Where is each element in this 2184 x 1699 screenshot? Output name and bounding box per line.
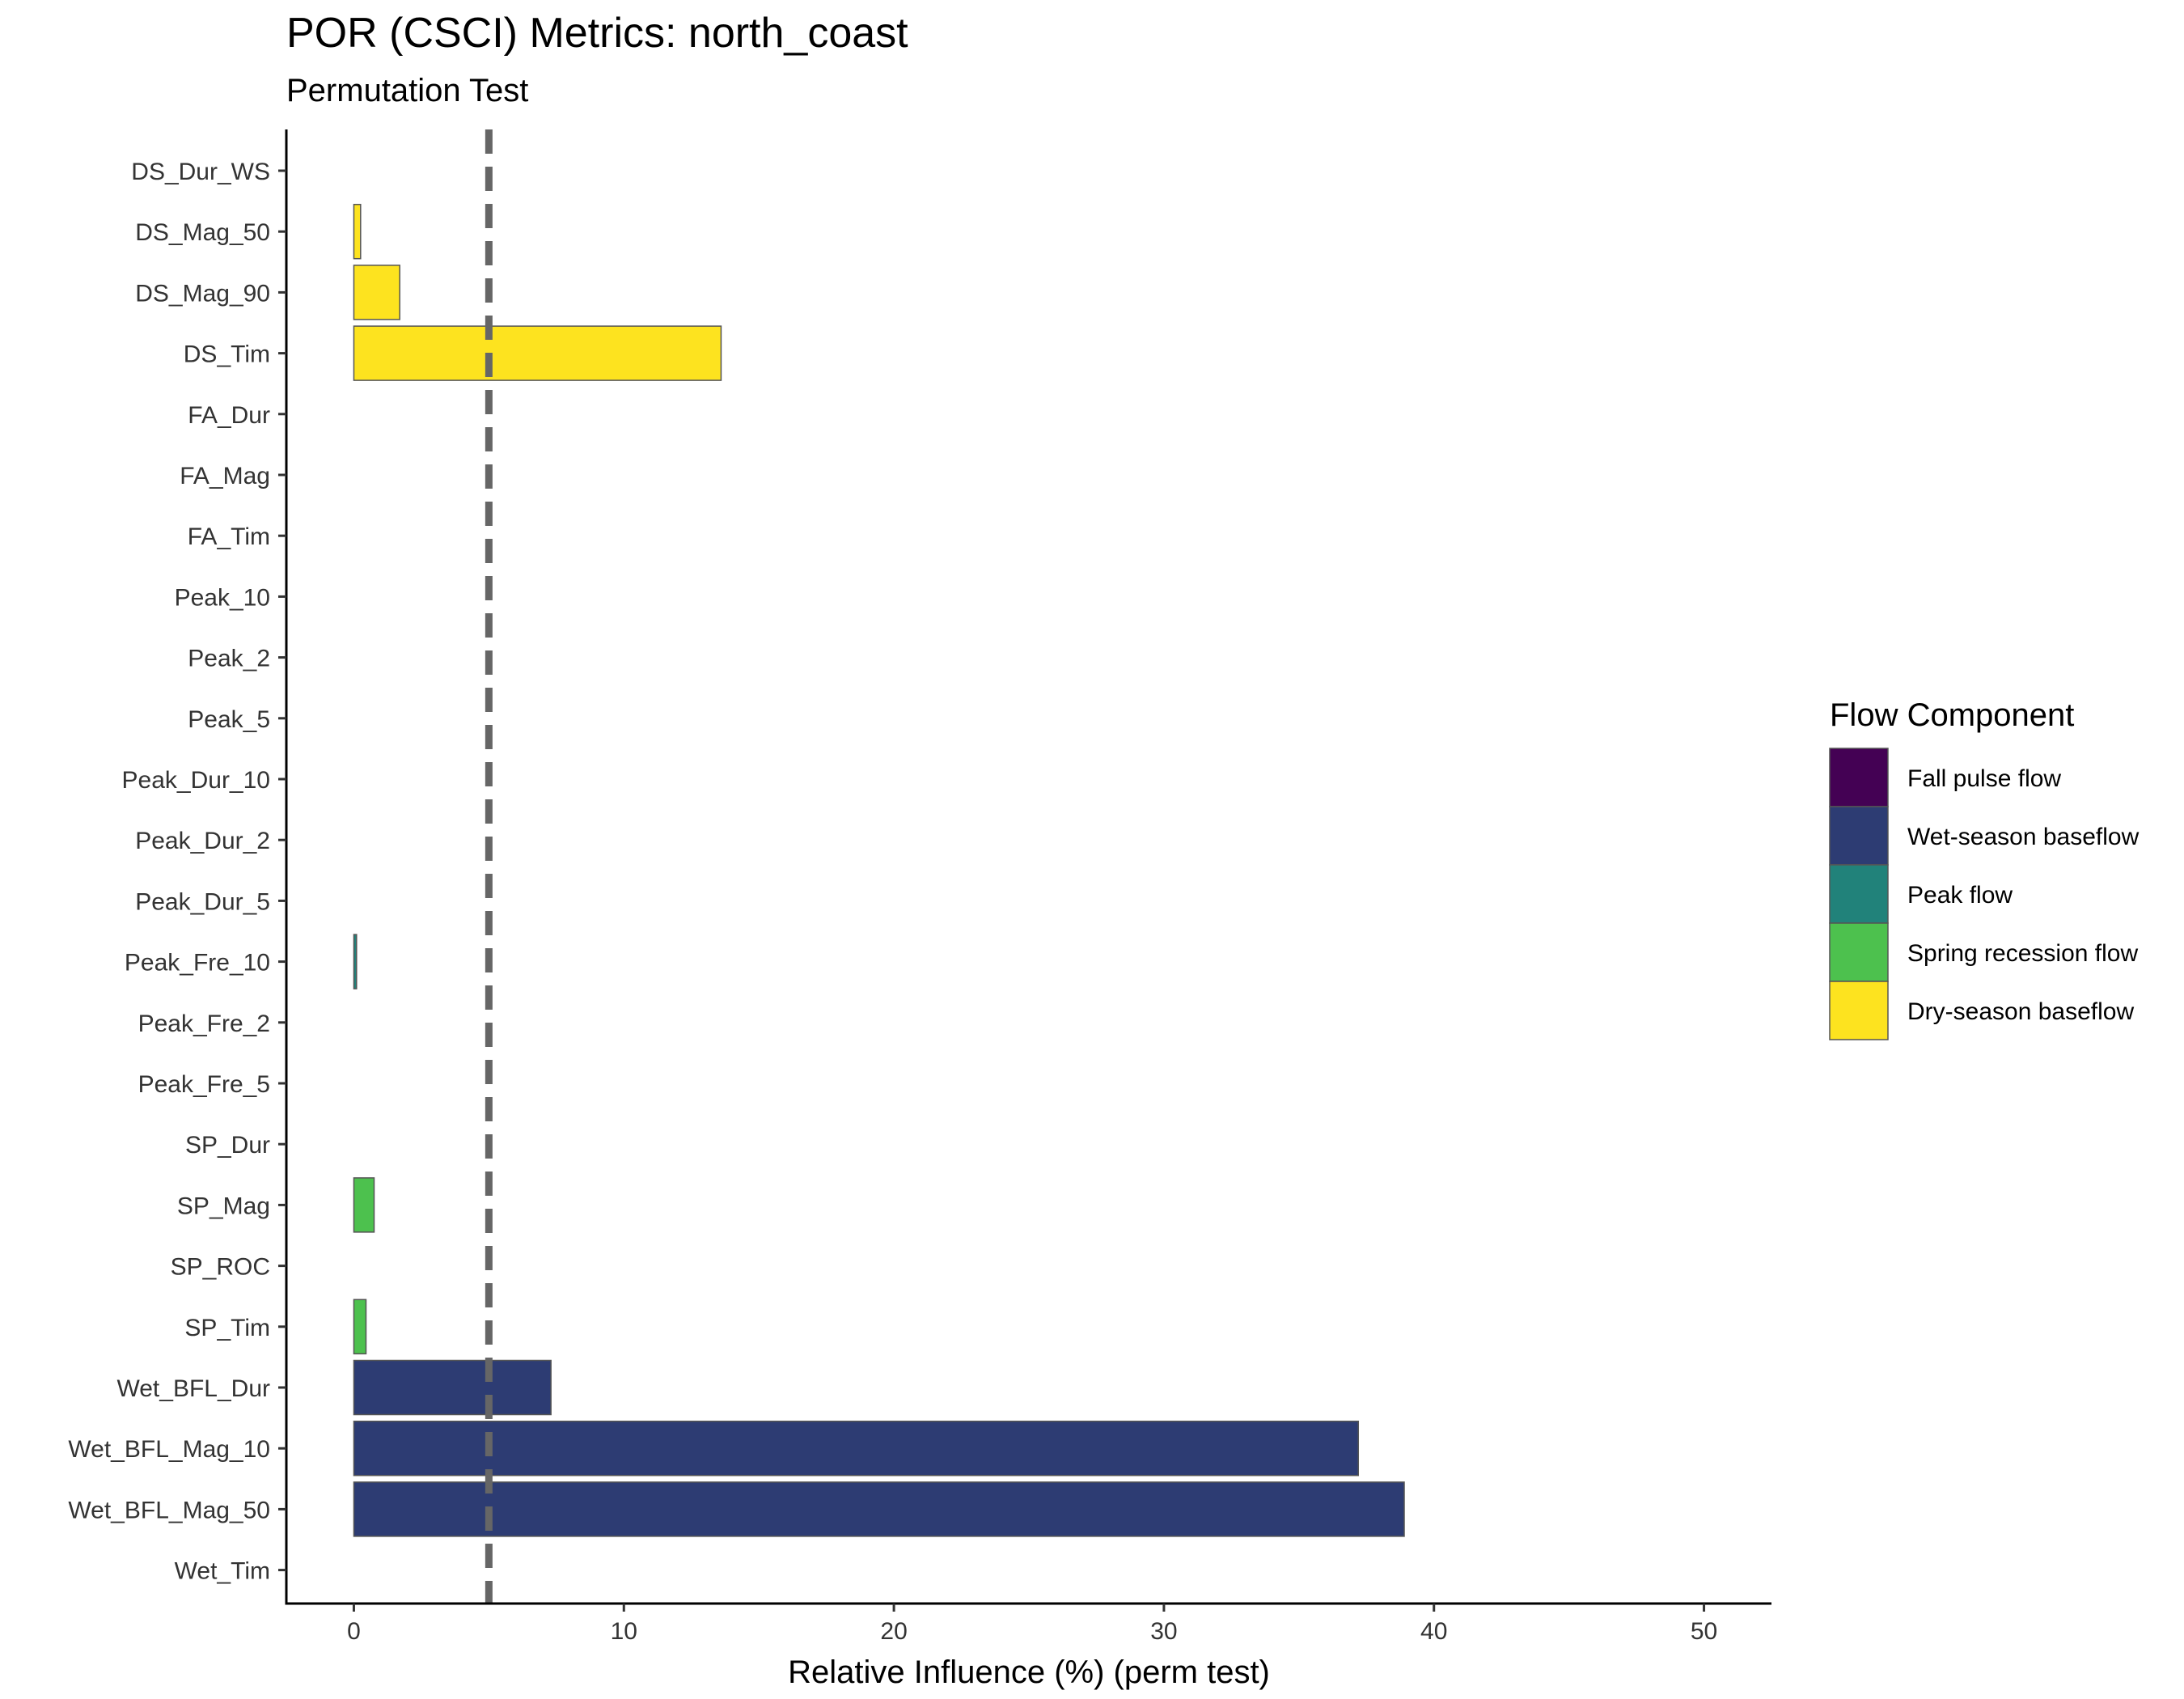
y-tick-label: Peak_2 <box>188 646 270 672</box>
y-tick-label: Wet_BFL_Mag_10 <box>68 1436 270 1463</box>
y-tick-label: Peak_Fre_2 <box>138 1011 270 1037</box>
x-tick-label: 10 <box>611 1618 637 1645</box>
legend-key <box>1829 922 1889 982</box>
y-tick-label: FA_Mag <box>180 463 270 489</box>
legend-label: Peak flow <box>1907 882 2013 909</box>
legend-key <box>1829 806 1889 866</box>
bars-layer <box>353 203 1405 1537</box>
legend-key <box>1829 864 1889 924</box>
y-tick-label: DS_Mag_90 <box>135 280 270 307</box>
y-tick-label: FA_Tim <box>188 523 270 550</box>
y-tick-label: Peak_Dur_5 <box>135 888 270 915</box>
y-tick-label: Peak_5 <box>188 706 270 733</box>
y-tick-label: DS_Tim <box>184 341 270 368</box>
y-tick-label: SP_ROC <box>171 1254 270 1281</box>
legend-label: Fall pulse flow <box>1907 765 2061 792</box>
chart-title: POR (CSCI) Metrics: north_coast <box>286 10 908 57</box>
chart-subtitle: Permutation Test <box>286 73 529 108</box>
bar-DS_Mag_50 <box>353 203 362 260</box>
legend-key <box>1829 748 1889 807</box>
x-axis-title: Relative Influence (%) (perm test) <box>788 1655 1270 1690</box>
y-tick-label: Peak_Dur_2 <box>135 828 270 854</box>
bar-Wet_BFL_Dur <box>353 1359 552 1416</box>
legend-label: Spring recession flow <box>1907 940 2138 967</box>
y-tick-label: SP_Tim <box>184 1315 270 1341</box>
y-tick-label: SP_Dur <box>185 1132 270 1159</box>
y-tick-label: SP_Mag <box>177 1193 270 1219</box>
x-tick-label: 30 <box>1150 1618 1177 1645</box>
bar-DS_Tim <box>353 325 722 381</box>
y-tick-label: DS_Dur_WS <box>131 159 270 185</box>
bar-Wet_BFL_Mag_50 <box>353 1481 1405 1537</box>
x-tick-label: 50 <box>1691 1618 1717 1645</box>
y-tick-label: Wet_BFL_Dur <box>116 1375 270 1402</box>
legend-label: Wet-season baseflow <box>1907 824 2140 850</box>
legend: Flow Component Fall pulse flow Wet-season… <box>1829 697 2140 1040</box>
y-tick-label: FA_Dur <box>188 402 270 429</box>
bar-DS_Mag_90 <box>353 265 400 320</box>
bar-Peak_Fre_10 <box>353 934 358 989</box>
x-tick-label: 40 <box>1420 1618 1447 1645</box>
legend-label: Dry-season baseflow <box>1907 998 2134 1025</box>
y-tick-label: Peak_Fre_10 <box>125 950 270 977</box>
y-tick-label: Peak_Dur_10 <box>122 767 270 794</box>
y-tick-label: Peak_Fre_5 <box>138 1071 270 1098</box>
y-tick-label: DS_Mag_50 <box>135 219 270 246</box>
x-tick-label: 0 <box>347 1618 361 1645</box>
ticks-layer: DS_Dur_WS DS_Mag_50 DS_Mag_90 DS_Tim FA_Dur F… <box>68 159 1717 1645</box>
bar-SP_Tim <box>353 1299 367 1355</box>
axes-layer <box>285 129 1771 1605</box>
y-tick-label: Wet_Tim <box>175 1558 270 1585</box>
y-tick-label: Wet_BFL_Mag_50 <box>68 1497 270 1523</box>
y-tick-label: Peak_10 <box>175 584 270 611</box>
legend-title: Flow Component <box>1830 697 2074 733</box>
legend-key <box>1829 981 1889 1040</box>
x-tick-label: 20 <box>880 1618 907 1645</box>
bar-SP_Mag <box>353 1177 375 1233</box>
bar-Wet_BFL_Mag_10 <box>353 1420 1360 1477</box>
